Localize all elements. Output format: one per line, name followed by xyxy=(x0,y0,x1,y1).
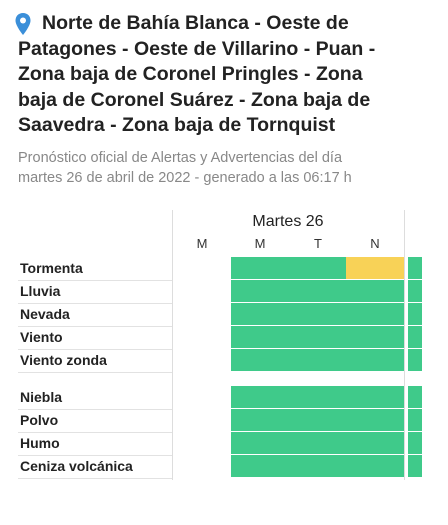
row-separator xyxy=(18,454,172,456)
row-separator xyxy=(18,431,172,433)
title-line: Zona baja de Coronel Pringles - Zona xyxy=(18,63,363,85)
title-line: Patagones - Oeste de Villarino - Puan - xyxy=(18,37,376,60)
location-pin xyxy=(15,13,31,35)
level-cell xyxy=(346,455,404,477)
level-cell xyxy=(408,409,422,431)
level-cell xyxy=(289,455,347,477)
level-cell xyxy=(289,409,347,431)
subtitle-line: Pronóstico oficial de Alertas y Adverten… xyxy=(18,150,343,166)
day-divider xyxy=(404,210,405,480)
row-label: Ceniza volcánica xyxy=(20,458,133,474)
row-separator xyxy=(18,279,172,281)
row-label: Niebla xyxy=(20,389,63,405)
level-cell xyxy=(231,326,289,348)
level-cell xyxy=(289,432,347,454)
level-cell xyxy=(231,455,289,477)
level-cell xyxy=(231,303,289,325)
title-line: Norte de Bahía Blanca - Oeste de xyxy=(42,12,349,34)
row-separator xyxy=(18,371,172,373)
row-label: Nevada xyxy=(20,306,70,322)
level-cell xyxy=(289,349,347,371)
day-header: Martes 26 xyxy=(252,213,324,230)
level-cell xyxy=(231,257,289,279)
row-separator xyxy=(18,477,172,479)
title-line: Saavedra - Zona baja de Tornquist xyxy=(18,114,336,136)
row-separator xyxy=(18,302,172,304)
row-label: Lluvia xyxy=(20,283,61,299)
row-label: Polvo xyxy=(20,412,59,428)
row-label: Viento xyxy=(20,329,63,345)
level-cell xyxy=(346,409,404,431)
level-cell xyxy=(408,386,422,408)
level-cell xyxy=(408,455,422,477)
period-label: N xyxy=(370,236,380,251)
level-cell xyxy=(346,257,404,279)
level-cell xyxy=(408,303,422,325)
period-label: M xyxy=(254,236,266,251)
level-cell xyxy=(346,326,404,348)
subtitle-line: martes 26 de abril de 2022 - generado a … xyxy=(18,170,352,186)
row-separator xyxy=(18,325,172,327)
level-cell xyxy=(231,432,289,454)
level-cell xyxy=(408,280,422,302)
level-cell xyxy=(231,386,289,408)
row-separator xyxy=(18,408,172,410)
row-label: Viento zonda xyxy=(20,352,107,368)
row-label: Humo xyxy=(20,435,60,451)
level-cell xyxy=(289,303,347,325)
level-cell xyxy=(346,432,404,454)
level-cell xyxy=(289,386,347,408)
period-label: T xyxy=(314,236,322,251)
level-cell xyxy=(231,280,289,302)
row-label: Tormenta xyxy=(20,260,83,276)
period-label: M xyxy=(196,236,208,251)
level-cell xyxy=(346,303,404,325)
level-cell xyxy=(231,409,289,431)
level-cell xyxy=(231,349,289,371)
title-line: baja de Coronel Suárez - Zona baja de xyxy=(18,88,371,111)
level-cell xyxy=(408,349,422,371)
level-cell xyxy=(289,257,347,279)
grid-line xyxy=(172,210,173,480)
row-separator xyxy=(18,348,172,350)
level-cell xyxy=(408,432,422,454)
level-cell xyxy=(289,280,347,302)
level-cell xyxy=(346,280,404,302)
level-cell xyxy=(408,326,422,348)
level-cell xyxy=(346,386,404,408)
level-cell xyxy=(289,326,347,348)
level-cell xyxy=(346,349,404,371)
level-cell xyxy=(408,257,422,279)
